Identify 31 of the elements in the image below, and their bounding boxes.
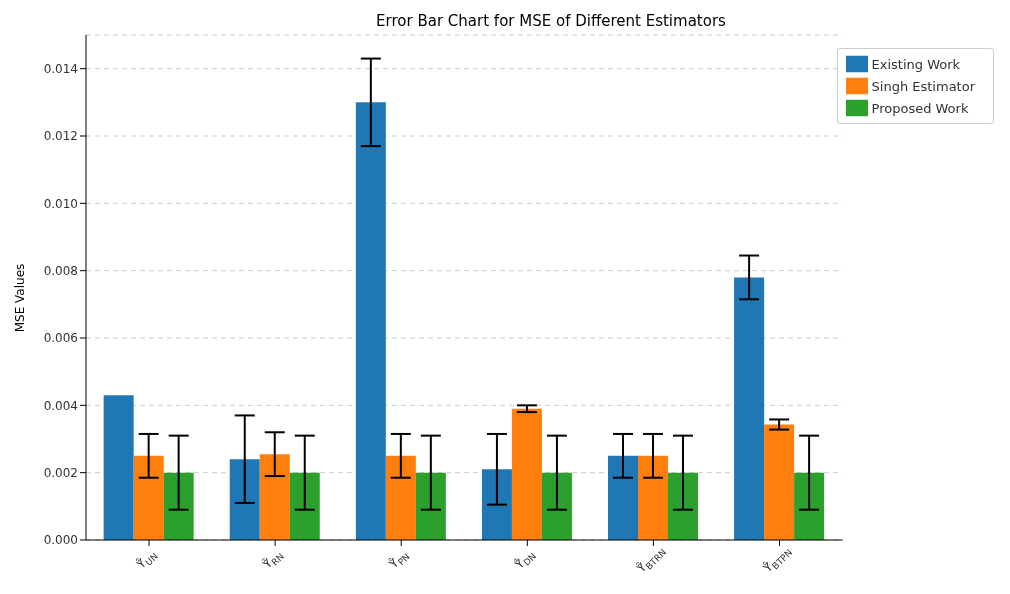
bar [103, 395, 134, 540]
bar [481, 469, 512, 540]
bar [764, 424, 795, 540]
bar [511, 408, 542, 540]
y-tick-label: 0.000 [43, 533, 78, 548]
bar [541, 472, 572, 540]
bar [355, 102, 386, 540]
y-tick-label: 0.008 [43, 263, 78, 278]
chart-title: Error Bar Chart for MSE of Different Estimators [375, 12, 727, 30]
bar [668, 472, 699, 540]
bar [259, 454, 290, 540]
bar [415, 472, 446, 540]
bar [289, 472, 320, 540]
bar [163, 472, 194, 540]
bar [229, 459, 260, 540]
bar [638, 455, 669, 540]
y-tick-label: 0.014 [43, 61, 78, 76]
bar [734, 277, 765, 540]
bar [133, 455, 164, 540]
y-tick-label: 0.010 [43, 196, 78, 211]
bar [608, 455, 639, 540]
legend-label: Proposed Work [871, 100, 969, 116]
legend-label: Singh Estimator [871, 78, 975, 94]
bar [794, 472, 825, 540]
y-tick-label: 0.012 [43, 129, 78, 144]
bar [385, 455, 416, 540]
y-tick-label: 0.002 [43, 465, 78, 480]
y-tick-label: 0.004 [43, 398, 78, 413]
y-tick-label: 0.006 [43, 331, 78, 346]
legend-label: Existing Work [871, 56, 961, 72]
y-axis-title: MSE Values [13, 263, 27, 333]
